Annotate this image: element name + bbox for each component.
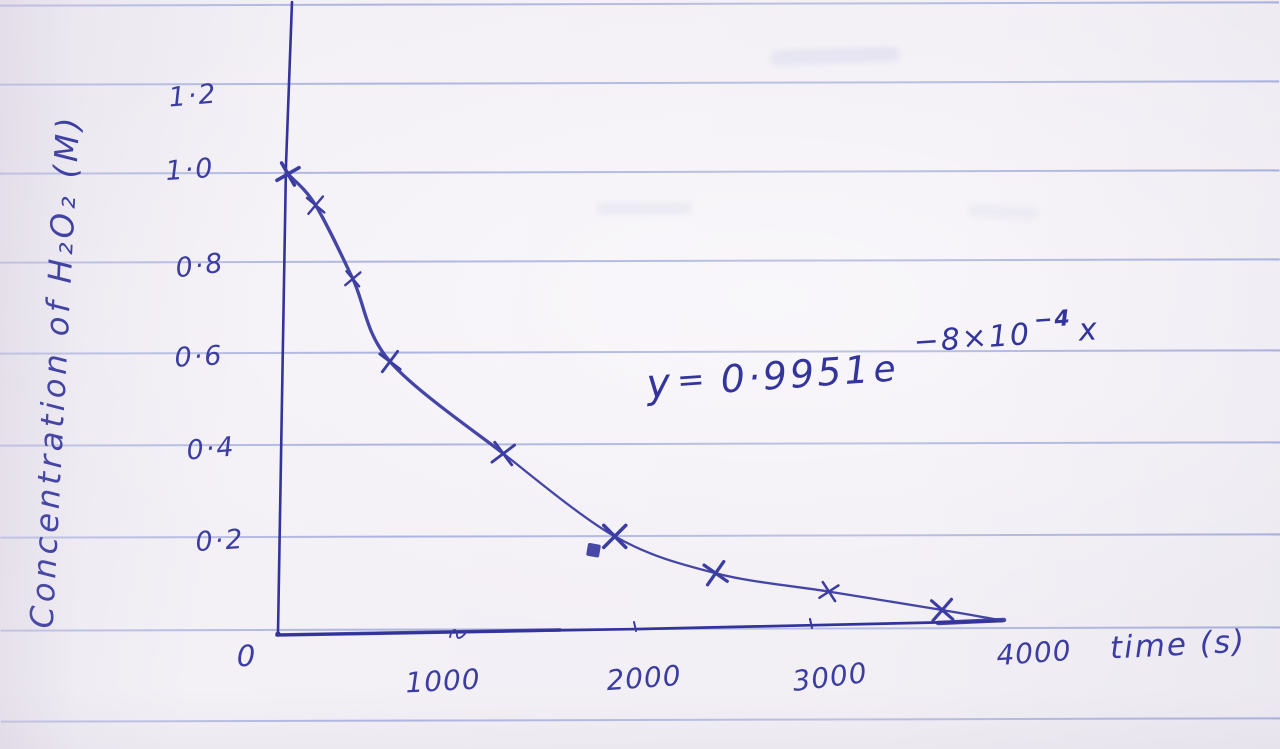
x-axis-tick xyxy=(449,629,468,639)
y-tick-label: 0·2 xyxy=(194,523,246,559)
y-tick-label: 1·0 xyxy=(164,152,216,188)
data-point-marker xyxy=(344,270,362,288)
y-axis-line xyxy=(276,0,294,635)
data-point-marker xyxy=(818,580,840,603)
marker-stroke xyxy=(378,352,402,371)
first-point-blob xyxy=(285,171,291,177)
equation-lhs: y xyxy=(644,360,672,408)
data-curve xyxy=(286,172,505,456)
data-point-marker xyxy=(305,195,326,216)
equation-exponent-variable: x xyxy=(1077,311,1101,349)
y-tick-label: 0 xyxy=(236,639,258,673)
marker-stroke xyxy=(345,270,361,288)
marker-stroke xyxy=(929,599,955,621)
y-tick-label: 0·4 xyxy=(185,431,237,467)
x-axis-title: time (s) xyxy=(1109,623,1247,667)
x-axis-end-dash xyxy=(935,617,1007,626)
marker-stroke xyxy=(305,196,326,214)
x-tick-label: 1000 xyxy=(404,662,482,700)
data-point-marker xyxy=(702,559,729,587)
data-curve xyxy=(502,452,1004,622)
x-tick-label: 4000 xyxy=(995,633,1073,673)
x-axis-tick xyxy=(633,621,637,632)
equation-base: e xyxy=(871,348,897,391)
marker-stroke xyxy=(602,523,628,550)
y-tick-label: 0·6 xyxy=(173,340,225,374)
y-tick-label: 1·2 xyxy=(167,78,219,114)
x-tick-label: 2000 xyxy=(605,658,683,698)
marker-stroke xyxy=(821,580,837,603)
axis-origin-knot xyxy=(275,631,281,637)
marker-stroke xyxy=(702,563,729,583)
data-point-marker xyxy=(602,523,628,550)
equation-coefficient: 0·9951 xyxy=(719,347,873,402)
data-point-marker xyxy=(929,597,955,623)
data-point-marker xyxy=(378,349,402,374)
stray-square-point xyxy=(586,542,601,558)
x-axis-line-bold xyxy=(275,628,562,637)
equation-equals: = xyxy=(675,358,706,400)
equation-exponent-power: −4 xyxy=(1033,306,1073,334)
y-tick-label: 0·8 xyxy=(173,247,227,285)
data-point-marker xyxy=(490,440,516,467)
equation-exponent-mantissa: −8×10 xyxy=(912,316,1033,361)
marker-stroke xyxy=(493,440,514,467)
x-axis-tick xyxy=(808,617,814,630)
